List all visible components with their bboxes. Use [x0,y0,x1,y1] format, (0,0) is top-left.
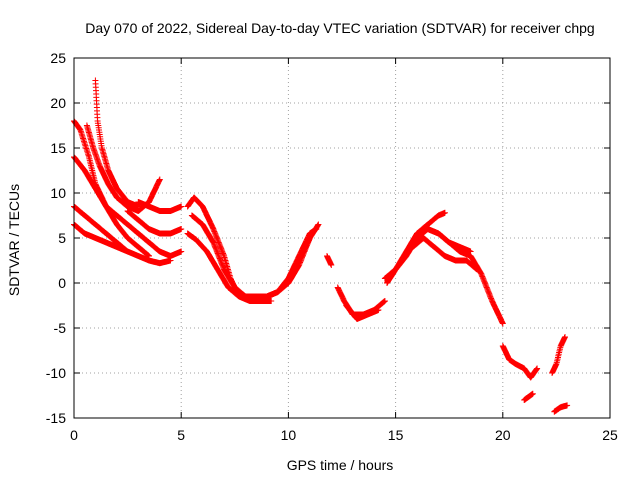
y-tick-label: 0 [58,275,66,291]
point-markers [409,235,481,273]
point-markers [549,334,568,376]
x-tick-label: 25 [602,427,618,443]
grid [74,58,610,418]
y-tick-label: 20 [50,95,66,111]
series-sat-v [549,334,568,376]
x-tick-label: 10 [281,427,297,443]
point-markers [551,402,571,415]
series-sat-o [343,302,382,322]
point-markers [184,230,275,304]
y-tick-label: 15 [50,140,66,156]
series-sat-s [424,226,474,255]
series-sat-h [135,199,185,214]
point-markers [424,226,474,255]
point-markers [135,199,185,214]
point-markers [499,343,541,381]
series-sat-m [324,253,335,268]
series-sat-r [409,235,481,273]
series-sat-u [521,390,536,403]
y-axis-label: SDTVAR / TECUs [6,184,22,296]
x-tick-label: 5 [177,427,185,443]
series-sat-e [92,77,142,210]
series-sat-f [83,122,163,214]
x-tick-label: 0 [70,427,78,443]
y-tick-label: -5 [54,320,67,336]
point-markers [343,302,382,322]
x-axis-label: GPS time / hours [287,457,394,473]
y-tick-label: 10 [50,185,66,201]
point-markers [324,253,335,268]
series-sat-w [551,402,571,415]
series-sat-l [264,235,313,300]
chart-title: Day 070 of 2022, Sidereal Day-to-day VTE… [85,20,594,36]
point-markers [264,235,313,300]
point-markers [83,122,163,214]
y-tick-label: 25 [50,50,66,66]
y-tick-label: 5 [58,230,66,246]
point-markers [334,284,388,318]
y-tick-label: -10 [46,365,66,381]
x-tick-label: 20 [495,427,511,443]
series-sat-n [334,284,388,318]
data-points [71,77,571,415]
point-markers [124,208,185,237]
point-markers [92,77,142,210]
series-sat-t [499,343,541,381]
point-markers [521,390,536,403]
axis-ticks: 0 5 10 15 20 25 -15 -10 -5 0 5 10 15 20 25 [46,50,618,443]
x-tick-label: 15 [388,427,404,443]
series-sat-g [124,208,185,237]
y-tick-label: -15 [46,410,66,426]
series-sat-k [184,230,275,304]
